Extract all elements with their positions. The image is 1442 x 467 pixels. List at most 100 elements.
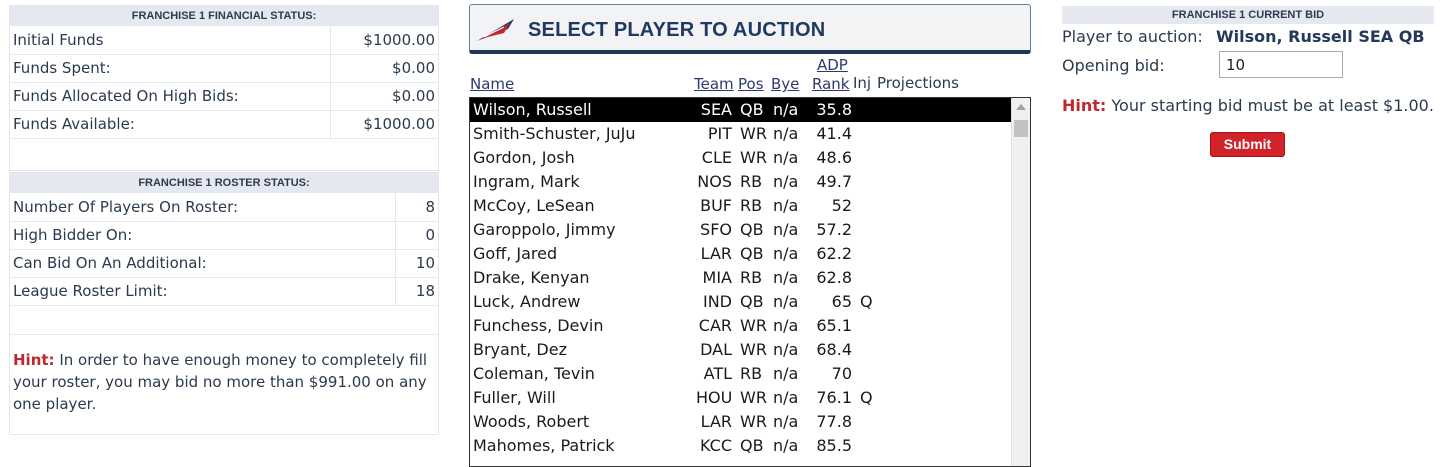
list-item[interactable]: Smith-Schuster, JuJu PIT WR n/a 41.4 [470,122,1030,146]
player-team: KCC [700,436,732,455]
table-row: Funds Available: $1000.00 [10,110,438,139]
player-name: Wilson, Russell [473,100,592,119]
player-pos: QB [740,436,764,455]
player-name: Drake, Kenyan [473,268,590,287]
bid-hint-label: Hint: [1062,96,1107,115]
spacer-row [10,306,438,335]
funds-available-label: Funds Available: [10,110,331,139]
hint-label: Hint: [13,350,55,369]
player-pos: WR [740,340,767,359]
list-item[interactable]: Bryant, Dez DAL WR n/a 68.4 [470,338,1030,362]
auction-title: SELECT PLAYER TO AUCTION [528,19,826,41]
auction-header: SELECT PLAYER TO AUCTION [469,4,1031,54]
high-bidder-on-value: 0 [394,221,438,250]
player-bye: n/a [773,388,799,407]
player-name: Goff, Jared [473,244,558,263]
initial-funds-value: $1000.00 [329,26,438,55]
table-row: Funds Allocated On High Bids: $0.00 [10,82,438,111]
funds-allocated-label: Funds Allocated On High Bids: [10,82,331,111]
player-bye: n/a [773,244,799,263]
opening-bid-input[interactable] [1219,51,1343,78]
player-select-list[interactable]: Wilson, Russell SEA QB n/a 35.8 Smith-Sc… [469,97,1031,467]
player-bye: n/a [773,220,799,239]
player-pos: RB [740,268,763,287]
funds-spent-label: Funds Spent: [10,54,331,83]
column-header-name[interactable]: Name [470,75,515,93]
player-bye: n/a [773,364,799,383]
scroll-up-arrow-icon[interactable] [1016,104,1026,110]
player-pos: WR [740,412,767,431]
list-item[interactable]: Funchess, Devin CAR WR n/a 65.1 [470,314,1030,338]
football-logo-icon [477,19,514,41]
player-to-auction-label: Player to auction: [1062,27,1203,46]
player-team: CAR [698,316,732,335]
financial-status-title: FRANCHISE 1 FINANCIAL STATUS: [10,6,438,26]
list-item[interactable]: Wilson, Russell SEA QB n/a 35.8 [470,98,1030,122]
bid-hint: Hint: Your starting bid must be at least… [1062,96,1434,115]
list-item[interactable]: McCoy, LeSean BUF RB n/a 52 [470,194,1030,218]
player-bye: n/a [773,148,799,167]
player-team: IND [702,292,732,311]
player-pos: WR [740,124,767,143]
player-pos: QB [740,220,764,239]
player-bye: n/a [773,172,799,191]
column-header-pos[interactable]: Pos [738,75,764,93]
player-bye: n/a [773,100,799,119]
list-item[interactable]: Fuller, Will HOU WR n/a 76.1 Q [470,386,1030,410]
funds-spent-value: $0.00 [329,54,438,83]
player-rank: 65.1 [816,316,852,335]
player-team: LAR [700,244,732,263]
column-header-adp[interactable]: ADP [817,56,848,74]
table-row: High Bidder On: 0 [10,221,438,250]
column-header-rank[interactable]: Rank [812,75,850,93]
roster-status-panel: FRANCHISE 1 ROSTER STATUS: Number Of Pla… [9,172,439,435]
player-pos: WR [740,316,767,335]
player-name: Coleman, Tevin [473,364,595,383]
table-row: Can Bid On An Additional: 10 [10,249,438,278]
player-team: HOU [696,388,733,407]
list-item[interactable]: Coleman, Tevin ATL RB n/a 70 [470,362,1030,386]
can-bid-additional-label: Can Bid On An Additional: [10,249,396,278]
player-bye: n/a [773,340,799,359]
player-team: NOS [697,172,732,191]
player-rank: 76.1 [816,388,852,407]
players-on-roster-value: 8 [394,193,438,222]
table-row: League Roster Limit: 18 [10,277,438,306]
submit-bid-button[interactable]: Submit Bid [1210,132,1285,175]
player-pos: QB [740,244,764,263]
list-scrollbar[interactable] [1011,98,1030,466]
list-item[interactable]: Drake, Kenyan MIA RB n/a 62.8 [470,266,1030,290]
list-item[interactable]: Gordon, Josh CLE WR n/a 48.6 [470,146,1030,170]
list-item[interactable]: Woods, Robert LAR WR n/a 77.8 [470,410,1030,434]
player-rank: 49.7 [816,172,852,191]
column-header-bye[interactable]: Bye [771,75,800,93]
player-name: Gordon, Josh [473,148,575,167]
player-name: Funchess, Devin [473,316,604,335]
roster-status-table: Number Of Players On Roster: 8 High Bidd… [10,193,438,306]
table-row: Funds Spent: $0.00 [10,54,438,83]
scrollbar-thumb[interactable] [1014,120,1028,137]
player-name: Garoppolo, Jimmy [473,220,616,239]
player-name: Mahomes, Patrick [473,436,615,455]
list-item[interactable]: Luck, Andrew IND QB n/a 65 Q [470,290,1030,314]
player-name: Woods, Robert [473,412,590,431]
high-bidder-on-label: High Bidder On: [10,221,396,250]
list-item[interactable]: Garoppolo, Jimmy SFO QB n/a 57.2 [470,218,1030,242]
bid-hint-text: Your starting bid must be at least $1.00… [1111,96,1434,115]
player-pos: WR [740,388,767,407]
player-name: Bryant, Dez [473,340,567,359]
player-rank: 48.6 [816,148,852,167]
can-bid-additional-value: 10 [394,249,438,278]
list-item[interactable]: Mahomes, Patrick KCC QB n/a 85.5 [470,434,1030,458]
player-pos: RB [740,172,763,191]
player-name: Ingram, Mark [473,172,580,191]
player-team: ATL [703,364,732,383]
player-rank: 62.2 [816,244,852,263]
player-bye: n/a [773,436,799,455]
list-item[interactable]: Ingram, Mark NOS RB n/a 49.7 [470,170,1030,194]
player-bye: n/a [773,316,799,335]
player-team: MIA [702,268,732,287]
player-bye: n/a [773,196,799,215]
list-item[interactable]: Goff, Jared LAR QB n/a 62.2 [470,242,1030,266]
column-header-team[interactable]: Team [694,75,734,93]
